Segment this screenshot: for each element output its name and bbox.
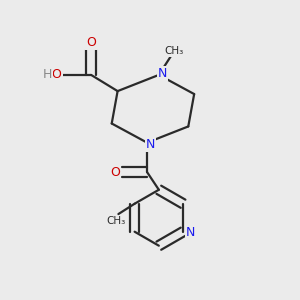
Text: O: O [52, 68, 61, 81]
Text: CH₃: CH₃ [106, 216, 126, 226]
Text: N: N [146, 138, 155, 151]
Text: O: O [111, 166, 121, 178]
Text: N: N [158, 67, 167, 80]
Text: H: H [42, 68, 52, 81]
Text: N: N [186, 226, 195, 239]
Text: CH₃: CH₃ [165, 46, 184, 56]
Text: O: O [86, 36, 96, 49]
